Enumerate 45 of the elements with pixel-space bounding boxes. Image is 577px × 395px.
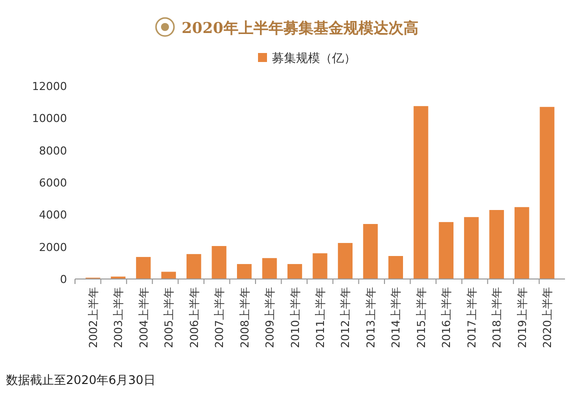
- bar: [464, 217, 479, 279]
- bar: [186, 254, 202, 279]
- x-tick-label: 2004上半年: [137, 287, 150, 348]
- bar: [287, 264, 302, 279]
- bar: [363, 224, 378, 279]
- bar: [438, 222, 454, 279]
- legend-label: 募集规模（亿）: [272, 51, 356, 65]
- x-tick-label: 2010上半年: [288, 287, 302, 348]
- x-tick-label: 2014上半年: [390, 287, 403, 348]
- x-tick-label: 2019上半年: [516, 287, 529, 348]
- chart-title: 2020年上半年募集基金规模达次高: [182, 19, 418, 37]
- y-tick-label: 2000: [39, 240, 67, 254]
- y-tick-label: 6000: [39, 176, 67, 190]
- bar: [414, 106, 428, 279]
- x-tick-label: 2016上半年: [440, 287, 454, 348]
- text: 数据截止至2020年6月30日: [6, 373, 156, 387]
- x-tick-label: 2015上半年: [414, 287, 428, 348]
- x-tick-label: 2009上半年: [264, 287, 277, 348]
- bar: [540, 106, 554, 279]
- y-tick-label: 10000: [32, 112, 67, 126]
- x-tick-label: 2003上半年: [112, 287, 126, 348]
- x-tick-label: 2017上半年: [465, 287, 478, 348]
- x-tick-label: 2008上半年: [238, 287, 252, 348]
- x-tick-label: 2005上半年: [162, 287, 176, 348]
- x-tick-label: 2018上半年: [490, 287, 504, 348]
- bar: [136, 256, 151, 279]
- bar: [312, 253, 328, 279]
- x-tick-label: 2007上半年: [213, 287, 226, 348]
- bar: [262, 258, 277, 279]
- bar: [489, 210, 504, 279]
- x-tick-label: 2012上半年: [339, 287, 352, 348]
- x-tick-label: 2013上半年: [364, 287, 378, 348]
- y-tick-label: 12000: [32, 80, 67, 93]
- bar: [388, 256, 404, 279]
- x-tick-label: 2006上半年: [188, 287, 201, 348]
- x-tick-label: 2020上半年: [541, 287, 554, 348]
- bar: [212, 246, 226, 279]
- bar: [338, 242, 353, 279]
- x-tick-label: 2011上半年: [314, 287, 327, 348]
- x-tick-label: 2002上半年: [86, 287, 100, 348]
- y-tick-label: 0: [60, 273, 67, 286]
- y-tick-label: 4000: [39, 208, 67, 222]
- y-tick-label: 8000: [39, 144, 67, 158]
- bar: [514, 207, 530, 279]
- bar: [236, 264, 252, 279]
